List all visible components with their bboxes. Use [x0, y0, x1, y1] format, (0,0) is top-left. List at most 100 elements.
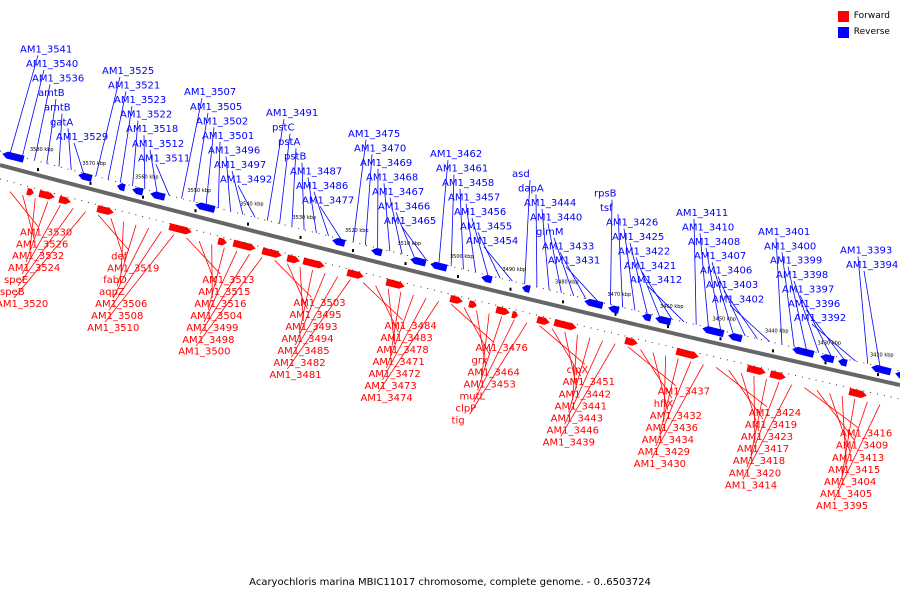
label-connector — [67, 128, 72, 170]
label-connector — [352, 139, 367, 243]
reverse-gene-label: AM1_3399 — [770, 256, 822, 267]
forward-gene-arrow — [511, 310, 518, 319]
scale-tick-label: 3420 kbp — [870, 352, 894, 358]
forward-gene-label: aqpZ — [99, 287, 125, 298]
forward-gene-arrow — [624, 337, 638, 346]
label-connector — [728, 369, 764, 420]
label-connector — [143, 135, 146, 190]
reverse-gene-label: AM1_3467 — [372, 187, 424, 198]
forward-gene-label: fabD — [103, 275, 127, 286]
reverse-gene-label: AM1_3444 — [524, 198, 576, 209]
reverse-gene-arrow — [410, 257, 427, 267]
label-connector — [21, 204, 61, 275]
scale-tick-label: 3500 kbp — [450, 254, 474, 260]
forward-gene-label: AM1_3439 — [543, 437, 595, 448]
label-connector — [560, 343, 616, 437]
forward-gene-label: tig — [452, 415, 465, 426]
scale-tick-label: 3540 kbp — [240, 202, 264, 208]
reverse-gene-arrow — [871, 364, 892, 376]
forward-gene-label: AM1_3474 — [360, 393, 412, 404]
reverse-gene-arrow — [895, 371, 900, 380]
scale-tick-label: 3470 kbp — [608, 292, 632, 298]
label-connector — [663, 355, 667, 422]
reverse-gene-label: AM1_3540 — [26, 59, 78, 70]
forward-gene-label: AM1_3420 — [729, 468, 781, 479]
label-connector — [390, 291, 402, 356]
label-connector — [816, 390, 855, 440]
label-connector — [841, 396, 847, 464]
reverse-gene-arrow — [838, 358, 848, 367]
label-connector — [287, 279, 351, 370]
gene-labels: AM1_3541 AM1_3540 AM1_3536 amtB amtB gatA AM1_… — [0, 44, 898, 512]
label-connector — [811, 323, 856, 362]
reverse-gene-label: AM1_3457 — [448, 193, 500, 204]
label-connector — [471, 217, 489, 276]
forward-gene-arrow — [746, 364, 766, 375]
forward-gene-arrow — [495, 306, 510, 316]
forward-gene-label: AM1_3413 — [832, 453, 884, 464]
forward-gene-label: AM1_3526 — [16, 239, 68, 250]
label-connector — [13, 211, 86, 299]
label-connector — [73, 142, 84, 174]
reverse-gene-arrow — [608, 305, 620, 314]
forward-gene-label: AM1_3446 — [547, 425, 599, 436]
reverse-gene-arrow — [132, 187, 144, 196]
forward-gene-label: AM1_3451 — [563, 377, 615, 388]
forward-gene-label: AM1_3484 — [384, 321, 436, 332]
forward-gene-label: AM1_3409 — [836, 441, 888, 452]
label-connector — [108, 231, 162, 311]
reverse-gene-arrow — [117, 183, 126, 192]
reverse-gene-label: glmM — [536, 227, 564, 238]
label-connector — [564, 331, 578, 389]
reverse-gene-label: AM1_3505 — [190, 102, 242, 113]
label-connector — [781, 252, 795, 348]
label-connector — [120, 221, 124, 275]
reverse-gene-arrow — [150, 191, 166, 201]
label-connector — [313, 191, 329, 237]
reverse-gene-label: AM1_3502 — [196, 116, 248, 127]
reverse-gene-label: AM1_3541 — [20, 44, 72, 55]
label-connector — [750, 378, 767, 456]
label-connector — [524, 180, 531, 285]
label-connector — [450, 174, 455, 267]
forward-gene-label: AM1_3478 — [376, 345, 428, 356]
reverse-gene-label: AM1_3410 — [682, 222, 734, 233]
reverse-gene-label: AM1_3407 — [694, 251, 746, 262]
forward-gene-label: AM1_3495 — [289, 310, 341, 321]
forward-gene-arrow — [848, 388, 867, 398]
forward-gene-label: AM1_3416 — [840, 429, 892, 440]
label-connector — [715, 366, 768, 408]
label-connector — [629, 242, 648, 314]
reverse-gene-arrow — [332, 238, 346, 247]
label-connectors — [9, 55, 881, 501]
forward-gene-label: AM1_3424 — [749, 408, 801, 419]
label-connector — [266, 119, 285, 221]
reverse-gene-label: AM1_3523 — [114, 95, 166, 106]
label-connector — [635, 257, 660, 317]
label-connector — [29, 198, 36, 251]
forward-gene-label: AM1_3418 — [733, 456, 785, 467]
forward-gene-label: AM1_3423 — [741, 432, 793, 443]
forward-gene-label: AM1_3493 — [285, 322, 337, 333]
reverse-gene-label: AM1_3470 — [354, 143, 406, 154]
forward-gene-label: hflX — [654, 399, 674, 410]
forward-gene-label: AM1_3473 — [364, 381, 416, 392]
label-connector — [547, 223, 562, 294]
forward-gene-label: mutL — [460, 391, 486, 402]
label-connector — [651, 364, 704, 459]
reverse-gene-label: AM1_3468 — [366, 172, 418, 183]
label-connector — [97, 214, 130, 251]
reverse-gene-label: AM1_3465 — [384, 216, 436, 227]
label-connector — [21, 69, 45, 158]
reverse-gene-label: AM1_3529 — [56, 132, 108, 143]
forward-gene-arrow — [385, 278, 405, 289]
forward-gene-label: AM1_3472 — [368, 369, 420, 380]
reverse-gene-arrow — [522, 284, 531, 293]
reverse-gene-label: AM1_3440 — [530, 212, 582, 223]
forward-gene-label: AM1_3508 — [91, 311, 143, 322]
label-connector — [199, 253, 250, 334]
scale-tick-label: 3460 kbp — [660, 304, 684, 310]
forward-gene-label: def — [111, 251, 128, 262]
label-connector — [205, 127, 215, 205]
